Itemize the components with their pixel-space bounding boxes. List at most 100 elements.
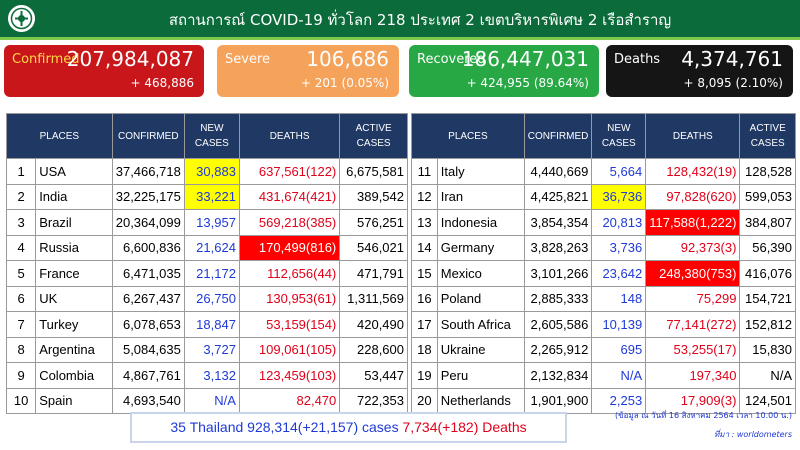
header-bar: สถานการณ์ COVID-19 ทั่วโลก 218 ประเทศ 2 … (0, 0, 800, 37)
rank-cell: 3 (5, 209, 37, 236)
table-row: 6 UK 6,267,437 26,750 130,953(61) 1,311,569 (5, 285, 408, 312)
severe-delta: + 201 (0.05%) (300, 76, 389, 90)
table-row: 13 Indonesia 3,854,354 20,813 117,588(1,222)… (411, 209, 796, 236)
recovered-card: Recovered 186,447,031 + 424,955 (89.64%) (409, 45, 599, 97)
rank-cell: 17 (411, 311, 438, 338)
thailand-cases: 35 Thailand 928,314(+21,157) cases (170, 419, 399, 435)
thailand-summary: 35 Thailand 928,314(+21,157) cases 7,734… (130, 412, 567, 443)
deaths-cell: 17,909(3) (645, 387, 741, 414)
confirmed-cell: 3,101,266 (523, 260, 593, 287)
active-cases-cell: 228,600 (339, 336, 408, 363)
confirmed-cell: 6,600,836 (111, 234, 185, 261)
new-cases-cell: 5,664 (591, 158, 647, 185)
confirmed-cell: 2,885,333 (523, 285, 593, 312)
place-cell: Ukraine (436, 336, 525, 363)
new-cases-cell: 30,883 (183, 158, 240, 185)
table-row: 20 Netherlands 1,901,900 2,253 17,909(3) 124,… (411, 387, 796, 414)
confirmed-cell: 5,084,635 (111, 336, 185, 363)
confirmed-header: CONFIRMED (111, 113, 185, 159)
table-header-row: PLACES CONFIRMED NEW CASES DEATHS ACTIVE… (6, 113, 408, 159)
recovered-label: Recovered (417, 52, 486, 67)
deaths-cell: 77,141(272) (645, 311, 741, 338)
place-cell: Turkey (35, 311, 113, 338)
new-cases-cell: 33,221 (183, 183, 240, 210)
rank-cell: 9 (5, 362, 37, 389)
countries-table-right: PLACES CONFIRMED NEW CASES DEATHS ACTIVE… (411, 113, 796, 414)
deaths-header: DEATHS (238, 113, 341, 159)
table-row: 1 USA 37,466,718 30,883 637,561(122) 6,675,58… (5, 158, 408, 185)
deaths-cell: 53,255(17) (645, 336, 741, 363)
deaths-cell: 75,299 (645, 285, 741, 312)
deaths-cell: 123,459(103) (238, 362, 341, 389)
active-cases-cell: 1,311,569 (339, 285, 408, 312)
new-cases-cell: 2,253 (591, 387, 647, 414)
rank-cell: 2 (5, 183, 37, 210)
deaths-cell: 170,499(816) (238, 234, 341, 261)
confirmed-cell: 3,828,263 (523, 234, 593, 261)
deaths-cell: 92,373(3) (645, 234, 741, 261)
rank-cell: 12 (411, 183, 438, 210)
data-source: ที่มา : worldometers (714, 430, 792, 439)
rank-cell: 7 (5, 311, 37, 338)
place-cell: Iran (436, 183, 525, 210)
place-cell: India (35, 183, 113, 210)
table-row: 5 France 6,471,035 21,172 112,656(44) 471,791 (5, 260, 408, 287)
confirmed-cell: 3,854,354 (523, 209, 593, 236)
deaths-cell: 82,470 (238, 387, 341, 414)
active-cases-cell: N/A (739, 362, 796, 389)
place-cell: Russia (35, 234, 113, 261)
rank-cell: 14 (411, 234, 438, 261)
thailand-deaths: 7,734(+182) Deaths (402, 419, 527, 435)
new-cases-cell: 20,813 (591, 209, 647, 236)
rank-cell: 19 (411, 362, 438, 389)
active-cases-cell: 56,390 (739, 234, 796, 261)
place-cell: USA (35, 158, 113, 185)
table-row: 12 Iran 4,425,821 36,736 97,828(620) 599,053 (411, 183, 796, 210)
confirmed-cell: 32,225,175 (111, 183, 185, 210)
deaths-cell: 130,953(61) (238, 285, 341, 312)
table-row: 8 Argentina 5,084,635 3,727 109,061(105) 228,… (5, 336, 408, 363)
active-cases-cell: 124,501 (739, 387, 796, 414)
severe-card: Severe 106,686 + 201 (0.05%) (217, 45, 399, 97)
rank-cell: 16 (411, 285, 438, 312)
new-cases-cell: 3,727 (183, 336, 240, 363)
new-cases-cell: N/A (591, 362, 647, 389)
deaths-value: 4,374,761 (681, 47, 783, 71)
rank-cell: 15 (411, 260, 438, 287)
confirmed-cell: 2,132,834 (523, 362, 593, 389)
severe-value: 106,686 (306, 47, 389, 71)
confirmed-cell: 1,901,900 (523, 387, 593, 414)
table-row: 14 Germany 3,828,263 3,736 92,373(3) 56,390 (411, 234, 796, 261)
active-cases-cell: 420,490 (339, 311, 408, 338)
table-row: 7 Turkey 6,078,653 18,847 53,159(154) 420,490 (5, 311, 408, 338)
active-cases-cell: 471,791 (339, 260, 408, 287)
place-cell: Peru (436, 362, 525, 389)
place-cell: Colombia (35, 362, 113, 389)
confirmed-cell: 2,265,912 (523, 336, 593, 363)
severe-label: Severe (225, 52, 270, 67)
confirmed-header: CONFIRMED (523, 113, 593, 159)
recovered-delta: + 424,955 (89.64%) (466, 76, 589, 90)
rank-cell: 6 (5, 285, 37, 312)
deaths-cell: 109,061(105) (238, 336, 341, 363)
place-cell: Mexico (436, 260, 525, 287)
place-cell: Brazil (35, 209, 113, 236)
deaths-cell: 197,340 (645, 362, 741, 389)
deaths-cell: 117,588(1,222) (645, 209, 741, 236)
data-timestamp: (ข้อมูล ณ วันที่ 16 สิงหาคม 2564 เวลา 10… (615, 411, 792, 420)
place-cell: Germany (436, 234, 525, 261)
rank-cell: 20 (411, 387, 438, 414)
active-cases-cell: 722,353 (339, 387, 408, 414)
active-cases-cell: 15,830 (739, 336, 796, 363)
new-cases-cell: 18,847 (183, 311, 240, 338)
place-cell: France (35, 260, 113, 287)
active-cases-cell: 128,528 (739, 158, 796, 185)
recovered-value: 186,447,031 (461, 47, 589, 71)
confirmed-cell: 4,867,761 (111, 362, 185, 389)
places-header: PLACES (411, 113, 525, 159)
active-cases-header: ACTIVE CASES (339, 113, 408, 159)
place-cell: South Africa (436, 311, 525, 338)
confirmed-cell: 4,693,540 (111, 387, 185, 414)
place-cell: Netherlands (436, 387, 525, 414)
rank-cell: 18 (411, 336, 438, 363)
